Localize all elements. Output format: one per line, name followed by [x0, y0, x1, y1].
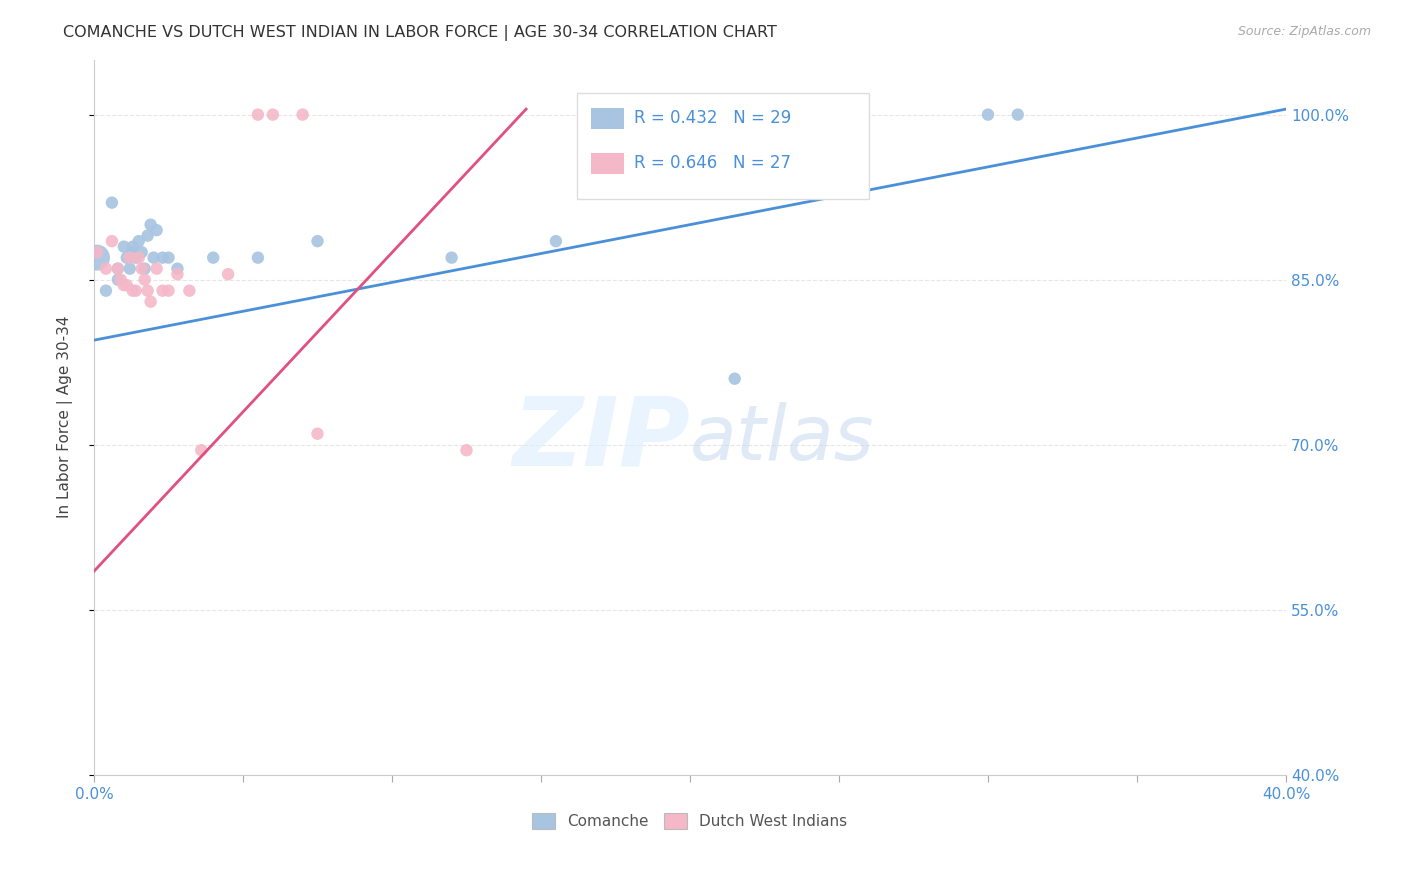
Legend: Comanche, Dutch West Indians: Comanche, Dutch West Indians	[526, 807, 853, 835]
Point	[134, 261, 156, 276]
Point	[131, 261, 153, 276]
Bar	[591, 153, 624, 174]
Point	[307, 426, 329, 441]
Point	[94, 261, 117, 276]
Point	[115, 278, 138, 293]
Text: Source: ZipAtlas.com: Source: ZipAtlas.com	[1237, 25, 1371, 38]
Point	[139, 294, 162, 309]
Point	[136, 284, 159, 298]
Point	[125, 284, 148, 298]
Point	[139, 218, 162, 232]
Point	[112, 278, 135, 293]
Point	[142, 251, 165, 265]
Text: COMANCHE VS DUTCH WEST INDIAN IN LABOR FORCE | AGE 30-34 CORRELATION CHART: COMANCHE VS DUTCH WEST INDIAN IN LABOR F…	[63, 25, 778, 41]
Point	[134, 273, 156, 287]
Point	[86, 245, 108, 260]
Point	[262, 107, 284, 121]
Point	[107, 261, 129, 276]
Point	[217, 267, 239, 281]
Point	[121, 245, 143, 260]
Point	[246, 251, 269, 265]
Point	[190, 443, 212, 458]
Point	[107, 273, 129, 287]
Point	[166, 267, 188, 281]
Point	[145, 223, 167, 237]
Text: atlas: atlas	[690, 401, 875, 475]
Point	[291, 107, 314, 121]
Text: ZIP: ZIP	[512, 392, 690, 485]
Point	[202, 251, 225, 265]
Point	[724, 372, 747, 386]
Point	[115, 251, 138, 265]
Point	[977, 107, 1000, 121]
Y-axis label: In Labor Force | Age 30-34: In Labor Force | Age 30-34	[58, 316, 73, 518]
Point	[166, 261, 188, 276]
Point	[136, 228, 159, 243]
Point	[101, 234, 124, 248]
Point	[456, 443, 478, 458]
Point	[110, 273, 132, 287]
Point	[125, 251, 148, 265]
FancyBboxPatch shape	[576, 93, 869, 199]
Point	[544, 234, 567, 248]
Text: R = 0.646   N = 27: R = 0.646 N = 27	[634, 154, 792, 172]
Point	[118, 261, 141, 276]
Point	[145, 261, 167, 276]
Point	[94, 284, 117, 298]
Point	[179, 284, 201, 298]
Point	[1007, 107, 1029, 121]
Point	[246, 107, 269, 121]
Point	[152, 251, 174, 265]
Point	[131, 245, 153, 260]
Text: R = 0.432   N = 29: R = 0.432 N = 29	[634, 109, 792, 128]
Point	[101, 195, 124, 210]
Point	[157, 284, 180, 298]
Point	[86, 251, 108, 265]
Point	[121, 284, 143, 298]
Point	[440, 251, 463, 265]
Point	[152, 284, 174, 298]
Point	[157, 251, 180, 265]
Point	[128, 234, 150, 248]
Point	[121, 240, 143, 254]
Point	[307, 234, 329, 248]
Point	[128, 251, 150, 265]
Point	[107, 261, 129, 276]
Bar	[591, 108, 624, 129]
Point	[112, 240, 135, 254]
Point	[118, 251, 141, 265]
